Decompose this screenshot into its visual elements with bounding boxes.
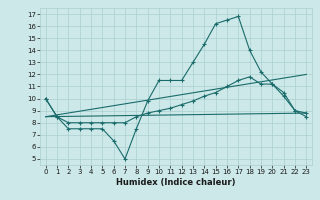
X-axis label: Humidex (Indice chaleur): Humidex (Indice chaleur)	[116, 178, 236, 187]
